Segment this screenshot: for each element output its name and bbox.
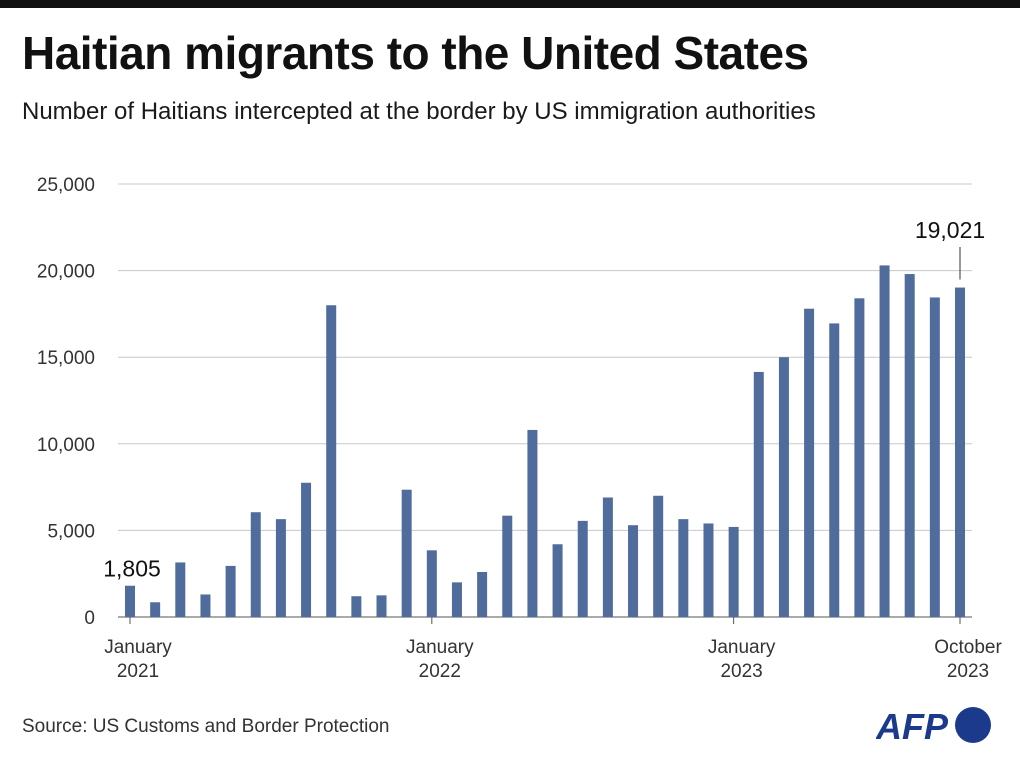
bar xyxy=(376,595,387,617)
bar xyxy=(804,308,815,617)
bar xyxy=(879,265,890,617)
bar xyxy=(728,526,739,617)
bar xyxy=(653,495,664,617)
x-tick-label: October xyxy=(934,637,1002,658)
bar xyxy=(552,544,563,617)
afp-logo-circle xyxy=(955,707,991,743)
bar xyxy=(200,594,211,617)
bar xyxy=(401,489,412,617)
x-tick-label: 2021 xyxy=(117,661,159,682)
bar xyxy=(778,357,789,617)
bar xyxy=(854,298,865,617)
y-axis-ticks: 0 5,000 10,000 15,000 20,000 25,000 xyxy=(37,175,95,629)
source-note: Source: US Customs and Border Protection xyxy=(22,716,390,737)
x-tick-label: January xyxy=(708,637,776,658)
x-tick-label: 2022 xyxy=(419,661,461,682)
bar xyxy=(753,371,764,617)
bar xyxy=(326,305,337,617)
afp-logo: AFP xyxy=(876,706,991,747)
y-tick-label: 5,000 xyxy=(47,521,95,542)
data-label: 1,805 xyxy=(103,556,161,582)
y-tick-label: 15,000 xyxy=(37,348,95,369)
x-axis-ticks: January 2021 January 2022 January 2023 October… xyxy=(104,617,1002,682)
bar xyxy=(703,523,714,617)
bar xyxy=(904,274,915,617)
bar-chart: 0 5,000 10,000 15,000 20,000 25,000 January 20… xyxy=(37,175,1003,682)
y-tick-label: 20,000 xyxy=(37,262,95,283)
bar xyxy=(502,515,513,617)
bar xyxy=(451,582,462,617)
bar xyxy=(301,482,312,617)
annotations: 1,805 19,021 xyxy=(103,217,985,582)
bars xyxy=(125,265,965,617)
afp-logo-text: AFP xyxy=(876,706,949,747)
bar xyxy=(829,323,840,617)
bar xyxy=(150,602,161,617)
chart-title: Haitian migrants to the United States xyxy=(22,27,809,79)
bar xyxy=(602,497,613,617)
bar xyxy=(225,565,236,617)
chart-subtitle: Number of Haitians intercepted at the bo… xyxy=(22,98,816,125)
data-label: 19,021 xyxy=(915,217,985,243)
bar xyxy=(125,585,135,617)
bar xyxy=(351,596,362,617)
y-tick-label: 10,000 xyxy=(37,435,95,456)
bar xyxy=(955,287,965,617)
top-rule xyxy=(0,0,1020,8)
x-tick-label: January xyxy=(406,637,474,658)
gridlines xyxy=(118,183,972,618)
bar xyxy=(678,519,689,617)
bar xyxy=(250,512,261,617)
bar xyxy=(477,571,488,617)
bar xyxy=(577,520,588,617)
bar xyxy=(426,550,437,617)
x-tick-label: 2023 xyxy=(720,661,762,682)
y-tick-label: 25,000 xyxy=(37,175,95,196)
bar xyxy=(275,519,286,617)
bar xyxy=(628,525,639,617)
x-tick-label: January xyxy=(104,637,172,658)
bar xyxy=(175,562,186,617)
bar xyxy=(527,429,538,617)
y-tick-label: 0 xyxy=(84,608,95,629)
bar xyxy=(929,297,940,617)
x-tick-label: 2023 xyxy=(947,661,989,682)
